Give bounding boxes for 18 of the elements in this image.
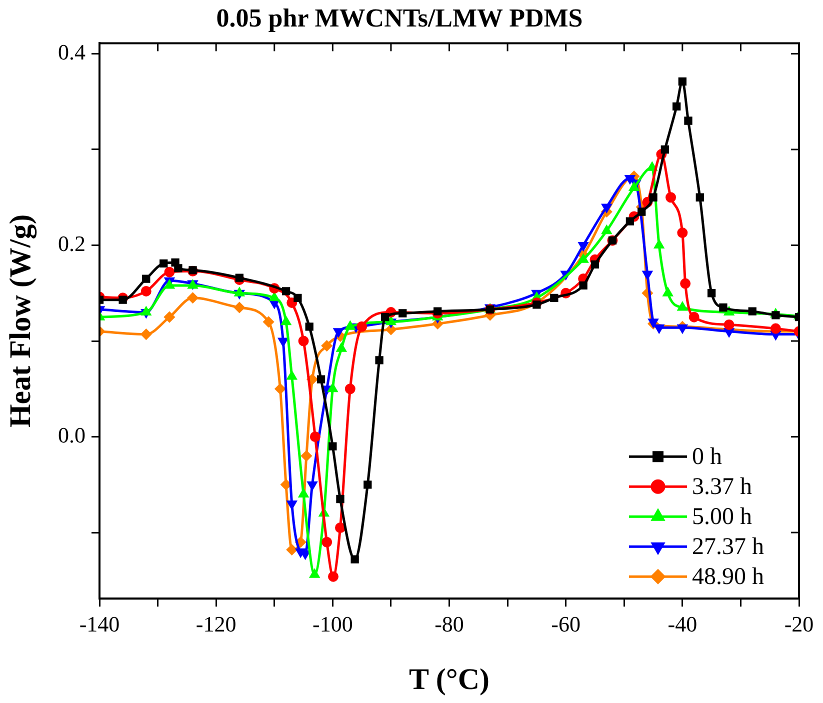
legend-label: 27.37 h	[692, 534, 764, 560]
x-tick-label: -120	[196, 612, 236, 637]
legend-label: 3.37 h	[692, 474, 752, 500]
y-tick-label: 0.2	[58, 231, 86, 256]
legend-label: 48.90 h	[692, 564, 764, 590]
legend-label: 0 h	[692, 444, 722, 470]
y-axis-title: Heat Flow (W/g)	[4, 214, 37, 428]
y-tick-label: 0.4	[58, 40, 86, 65]
x-tick-label: -20	[784, 612, 814, 637]
legend-label: 5.00 h	[692, 504, 752, 530]
x-tick-label: -140	[79, 612, 120, 637]
x-tick-label: -80	[434, 612, 464, 637]
x-tick-label: -40	[668, 612, 698, 637]
x-axis-title: T (°C)	[408, 662, 490, 696]
y-tick-label: 0.0	[58, 422, 86, 448]
chart-title: 0.05 phr MWCNTs/LMW PDMS	[216, 3, 583, 32]
x-tick-label: -60	[551, 612, 580, 637]
x-tick-label: -100	[312, 612, 353, 637]
